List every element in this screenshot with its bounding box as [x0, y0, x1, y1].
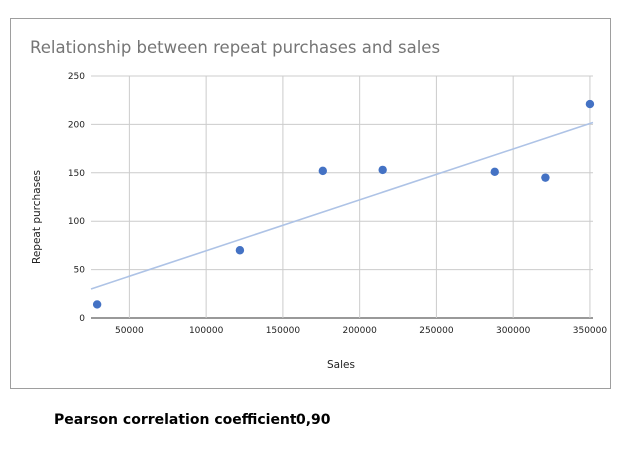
data-point: [235, 246, 245, 255]
trendline: [90, 121, 594, 290]
data-points: [92, 99, 595, 309]
data-point: [541, 173, 550, 182]
x-tick-label: 150000: [266, 326, 301, 336]
data-point: [92, 300, 102, 309]
correlation-value: 0,90: [296, 412, 331, 428]
chart-title: Relationship between repeat purchases an…: [30, 38, 440, 57]
x-tick-label: 300000: [496, 326, 531, 336]
y-tick-label: 50: [74, 266, 86, 276]
data-point: [585, 99, 595, 109]
y-tick-label: 100: [68, 217, 85, 227]
chart-frame: Relationship between repeat purchases an…: [10, 18, 611, 389]
y-tick-labels: 0 50 100 150 200 250: [68, 72, 85, 324]
x-tick-label: 350000: [573, 326, 608, 336]
x-tick-label: 200000: [342, 326, 377, 336]
data-point: [490, 167, 499, 177]
x-tick-label: 100000: [189, 326, 224, 336]
y-tick-label: 150: [68, 169, 85, 179]
correlation-label: Pearson correlation coefficient: [54, 412, 297, 428]
x-tick-label: 50000: [115, 326, 144, 336]
x-tick-label: 250000: [419, 326, 454, 336]
y-tick-label: 250: [68, 72, 85, 82]
scatter-chart: Relationship between repeat purchases an…: [30, 38, 607, 371]
y-axis-title: Repeat purchases: [31, 170, 43, 264]
x-axis-title: Sales: [327, 359, 355, 371]
data-point: [318, 166, 328, 176]
trendline-layer: [90, 121, 594, 290]
data-point: [378, 165, 387, 175]
grid-layer: [91, 75, 593, 319]
y-tick-label: 200: [68, 120, 85, 130]
y-tick-label: 0: [79, 314, 85, 324]
x-tick-labels: 50000 100000 150000 200000 250000 300000 35000…: [115, 326, 607, 336]
